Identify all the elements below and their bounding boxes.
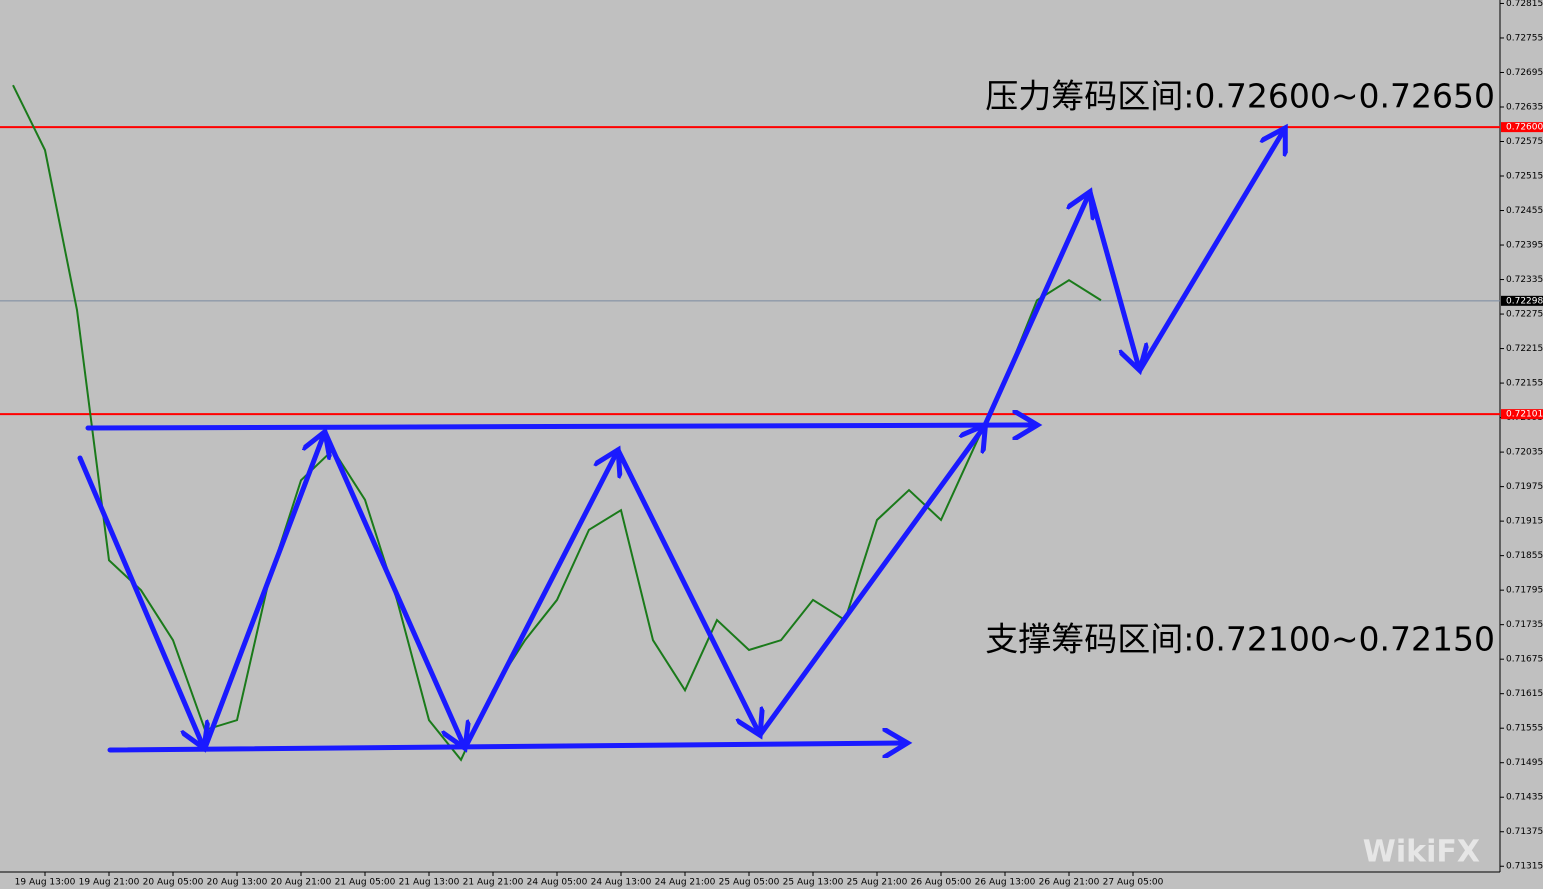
y-tick-label: 0.71735 bbox=[1506, 620, 1543, 630]
y-tick-label: 0.72455 bbox=[1506, 206, 1543, 216]
level-tag bbox=[1501, 122, 1543, 133]
current-price-tag bbox=[1501, 295, 1543, 306]
y-tick-label: 0.71795 bbox=[1506, 586, 1543, 596]
y-tick-label: 0.72035 bbox=[1506, 448, 1543, 458]
x-tick-label: 25 Aug 13:00 bbox=[783, 878, 844, 888]
x-tick-label: 24 Aug 13:00 bbox=[591, 878, 652, 888]
current-price-label: 0.72298 bbox=[1506, 296, 1543, 306]
y-tick-label: 0.71495 bbox=[1506, 758, 1543, 768]
x-tick-label: 20 Aug 05:00 bbox=[143, 878, 204, 888]
x-tick-label: 19 Aug 13:00 bbox=[15, 878, 76, 888]
y-tick-label: 0.72815 bbox=[1506, 0, 1543, 9]
level-tag bbox=[1501, 409, 1543, 420]
x-tick-label: 26 Aug 05:00 bbox=[911, 878, 972, 888]
y-tick-label: 0.72155 bbox=[1506, 379, 1543, 389]
y-tick-label: 0.72695 bbox=[1506, 68, 1543, 78]
x-tick-label: 24 Aug 21:00 bbox=[655, 878, 716, 888]
level-label: 0.72101 bbox=[1506, 410, 1543, 420]
trend-arrows bbox=[77, 130, 1284, 750]
y-tick-label: 0.71855 bbox=[1506, 551, 1543, 561]
y-tick-label: 0.71315 bbox=[1506, 862, 1543, 872]
x-tick-label: 25 Aug 05:00 bbox=[719, 878, 780, 888]
x-tick-label: 26 Aug 13:00 bbox=[975, 878, 1036, 888]
level-label: 0.72600 bbox=[1506, 123, 1543, 133]
y-tick-label: 0.71915 bbox=[1506, 517, 1543, 527]
x-tick-label: 24 Aug 05:00 bbox=[527, 878, 588, 888]
y-tick-label: 0.71615 bbox=[1506, 689, 1543, 699]
y-tick-label: 0.72215 bbox=[1506, 344, 1543, 354]
y-tick-label: 0.71435 bbox=[1506, 793, 1543, 803]
y-tick-label: 0.71675 bbox=[1506, 655, 1543, 665]
y-tick-label: 0.72335 bbox=[1506, 275, 1543, 285]
watermark: WikiFX bbox=[1363, 835, 1480, 870]
y-tick-label: 0.71375 bbox=[1506, 827, 1543, 837]
y-tick-label: 0.72395 bbox=[1506, 241, 1543, 251]
x-tick-label: 21 Aug 21:00 bbox=[463, 878, 524, 888]
y-tick-label: 0.72515 bbox=[1506, 172, 1543, 182]
y-tick-label: 0.72755 bbox=[1506, 33, 1543, 43]
y-tick-label: 0.71975 bbox=[1506, 482, 1543, 492]
y-tick-label: 0.71555 bbox=[1506, 724, 1543, 734]
y-tick-label: 0.72275 bbox=[1506, 310, 1543, 320]
price-line bbox=[12, 84, 1102, 762]
x-tick-label: 21 Aug 05:00 bbox=[335, 878, 396, 888]
x-tick-label: 20 Aug 21:00 bbox=[271, 878, 332, 888]
support-note: 支撑筹码区间:0.72100~0.72150 bbox=[985, 620, 1495, 659]
resistance-note: 压力筹码区间:0.72600~0.72650 bbox=[985, 77, 1495, 116]
x-tick-label: 21 Aug 13:00 bbox=[399, 878, 460, 888]
x-tick-label: 20 Aug 13:00 bbox=[207, 878, 268, 888]
x-tick-label: 26 Aug 21:00 bbox=[1039, 878, 1100, 888]
y-tick-label: 0.72635 bbox=[1506, 102, 1543, 112]
y-tick-label: 0.72575 bbox=[1506, 137, 1543, 147]
x-tick-label: 27 Aug 05:00 bbox=[1103, 878, 1164, 888]
x-tick-label: 19 Aug 21:00 bbox=[79, 878, 140, 888]
x-tick-label: 25 Aug 21:00 bbox=[847, 878, 908, 888]
